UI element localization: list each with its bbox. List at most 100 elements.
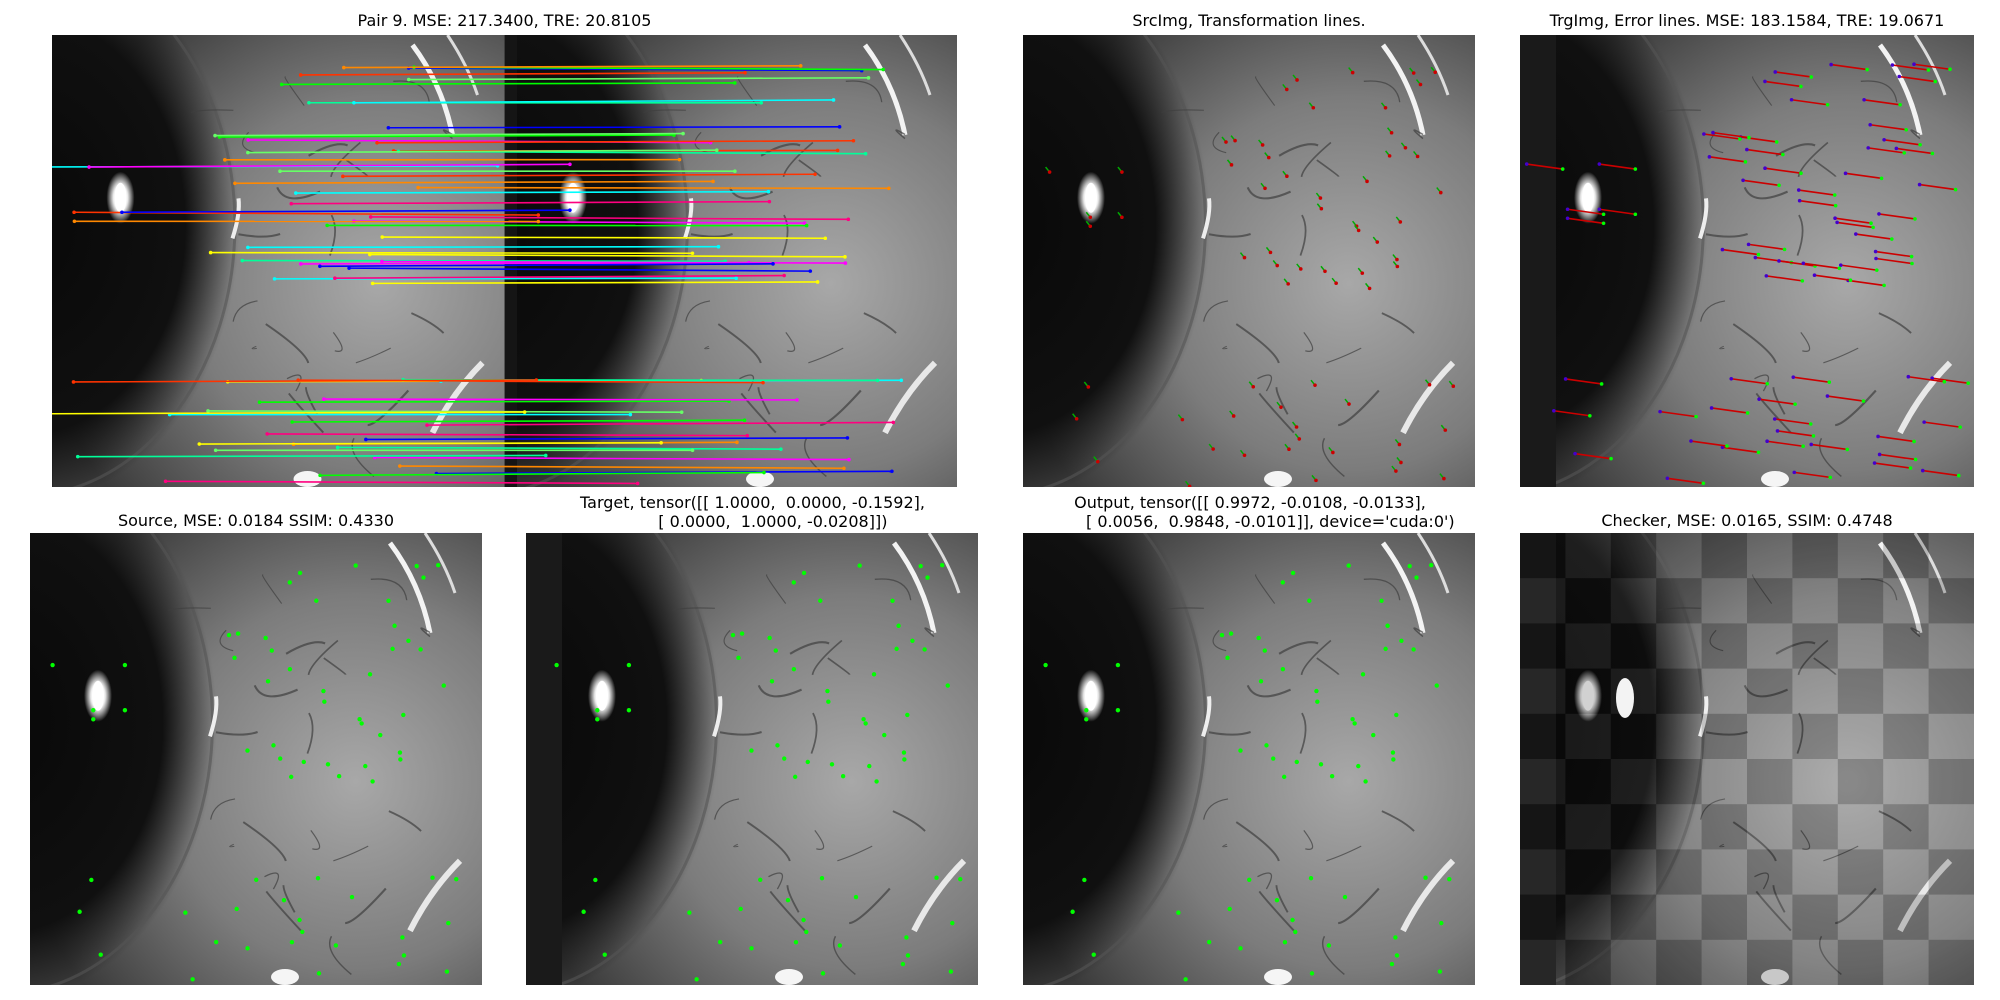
keypoint-marker — [1588, 413, 1592, 418]
keypoint-marker — [749, 748, 754, 753]
keypoint-marker — [805, 759, 810, 765]
keypoint-marker — [1756, 450, 1761, 455]
keypoint-marker — [1747, 135, 1751, 140]
keypoint-marker — [1242, 255, 1247, 260]
keypoint-marker — [1966, 381, 1970, 385]
keypoint-marker — [1280, 667, 1286, 672]
keypoint-marker — [1781, 152, 1785, 157]
keypoint-marker — [820, 971, 826, 976]
match-line — [408, 77, 869, 81]
keypoint-marker — [773, 648, 778, 653]
keypoints — [50, 563, 459, 982]
keypoint-marker — [1833, 203, 1838, 208]
keypoint-marker — [1331, 450, 1335, 455]
keypoint-marker — [717, 939, 723, 945]
keypoint-marker — [1285, 174, 1289, 179]
match-line — [427, 421, 894, 426]
match-line — [382, 236, 826, 240]
keypoint-marker — [1095, 459, 1100, 464]
keypoint-marker — [430, 875, 435, 880]
keypoint-marker — [418, 647, 423, 652]
keypoint-marker — [1828, 475, 1833, 480]
keypoint-marker — [287, 667, 293, 672]
keypoint-marker — [738, 906, 743, 912]
match-line — [281, 82, 735, 86]
keypoint-marker — [1242, 453, 1247, 458]
match-line — [323, 398, 798, 401]
keypoint-marker — [1326, 943, 1332, 948]
match-line — [234, 180, 714, 185]
keypoint-marker — [1314, 478, 1318, 483]
match-line — [388, 126, 840, 129]
match-line — [267, 433, 748, 437]
keypoint-marker — [322, 699, 327, 704]
keypoint-marker — [1942, 379, 1947, 384]
keypoint-marker — [1318, 762, 1324, 767]
eye-image — [1520, 35, 1974, 487]
match-line — [342, 173, 816, 178]
keypoint-marker — [1777, 183, 1781, 188]
keypoint-marker — [269, 648, 274, 653]
keypoint-marker — [271, 743, 276, 748]
keypoint-marker — [749, 946, 754, 951]
keypoint-marker — [91, 708, 96, 713]
match-line — [215, 132, 684, 137]
keypoint-marker — [1434, 683, 1439, 688]
keypoint-marker — [1233, 138, 1237, 143]
eye-image — [1023, 35, 1475, 487]
keypoint-marker — [1800, 279, 1805, 283]
trg-lines-image — [1520, 35, 1974, 487]
match-line — [320, 471, 764, 477]
keypoint-marker — [595, 708, 600, 713]
keypoint-marker — [1091, 952, 1096, 957]
keypoint-marker — [406, 638, 411, 643]
keypoint-marker — [1395, 264, 1400, 269]
keypoint-marker — [736, 655, 741, 661]
eye-image — [526, 533, 978, 985]
keypoint-marker — [1948, 67, 1952, 72]
match-line — [334, 274, 785, 279]
keypoint-marker — [1437, 969, 1443, 974]
keypoint-marker — [1360, 672, 1366, 677]
keypoint-marker — [840, 773, 846, 779]
keypoint-marker — [1827, 380, 1832, 384]
keypoint-marker — [1398, 220, 1403, 224]
keypoint-marker — [896, 623, 901, 628]
keypoint-marker — [1279, 405, 1283, 409]
target-title: Target, tensor([[ 1.0000, 0.0000, -0.159… — [580, 493, 925, 531]
keypoint-marker — [626, 662, 632, 668]
checker-title: Checker, MSE: 0.0165, SSIM: 0.4748 — [1601, 511, 1893, 530]
keypoint-marker — [1070, 909, 1075, 914]
keypoint-marker — [370, 779, 375, 784]
keypoint-marker — [1187, 484, 1192, 487]
keypoint-marker — [1287, 447, 1291, 452]
keypoint-marker — [904, 935, 909, 940]
keypoint-marker — [1415, 154, 1420, 159]
keypoint-marker — [1861, 399, 1866, 403]
keypoint-marker — [767, 635, 772, 641]
keypoint-marker — [1393, 935, 1398, 940]
keypoint-marker — [1256, 635, 1261, 641]
keypoint-marker — [785, 897, 791, 903]
keypoint-marker — [1395, 257, 1399, 262]
keypoint-marker — [314, 598, 319, 603]
keypoint-marker — [1385, 623, 1390, 628]
keypoint-marker — [1601, 221, 1606, 226]
keypoint-marker — [1350, 716, 1355, 722]
keypoint-marker — [1262, 648, 1267, 653]
keypoint-marker — [825, 688, 830, 694]
keypoint-marker — [1399, 460, 1403, 465]
keypoint-marker — [1318, 196, 1323, 200]
keypoint-marker — [301, 759, 306, 765]
keypoint-marker — [325, 762, 331, 767]
transformation-lines — [1045, 66, 1456, 487]
eye-image — [1023, 533, 1475, 985]
keypoint-marker — [1307, 598, 1312, 603]
keypoint-marker — [226, 632, 232, 638]
keypoint-marker — [1183, 977, 1188, 982]
src-lines-image — [1023, 35, 1475, 487]
keypoint-marker — [1427, 382, 1432, 387]
keypoint-marker — [922, 647, 927, 652]
keypoint-marker — [232, 655, 237, 661]
keypoint-marker — [1832, 193, 1837, 197]
